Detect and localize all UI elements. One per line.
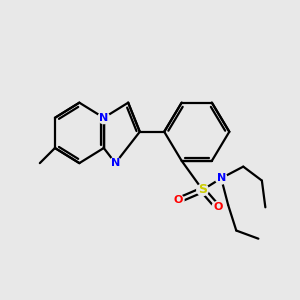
Text: N: N — [111, 158, 120, 168]
Circle shape — [196, 183, 209, 196]
Circle shape — [97, 111, 110, 124]
Text: N: N — [99, 113, 108, 123]
Text: O: O — [173, 195, 183, 205]
Circle shape — [211, 201, 224, 214]
Circle shape — [215, 172, 228, 185]
Circle shape — [172, 194, 185, 207]
Text: O: O — [213, 202, 222, 212]
Text: S: S — [198, 183, 207, 196]
Text: N: N — [217, 173, 226, 183]
Circle shape — [109, 157, 122, 169]
